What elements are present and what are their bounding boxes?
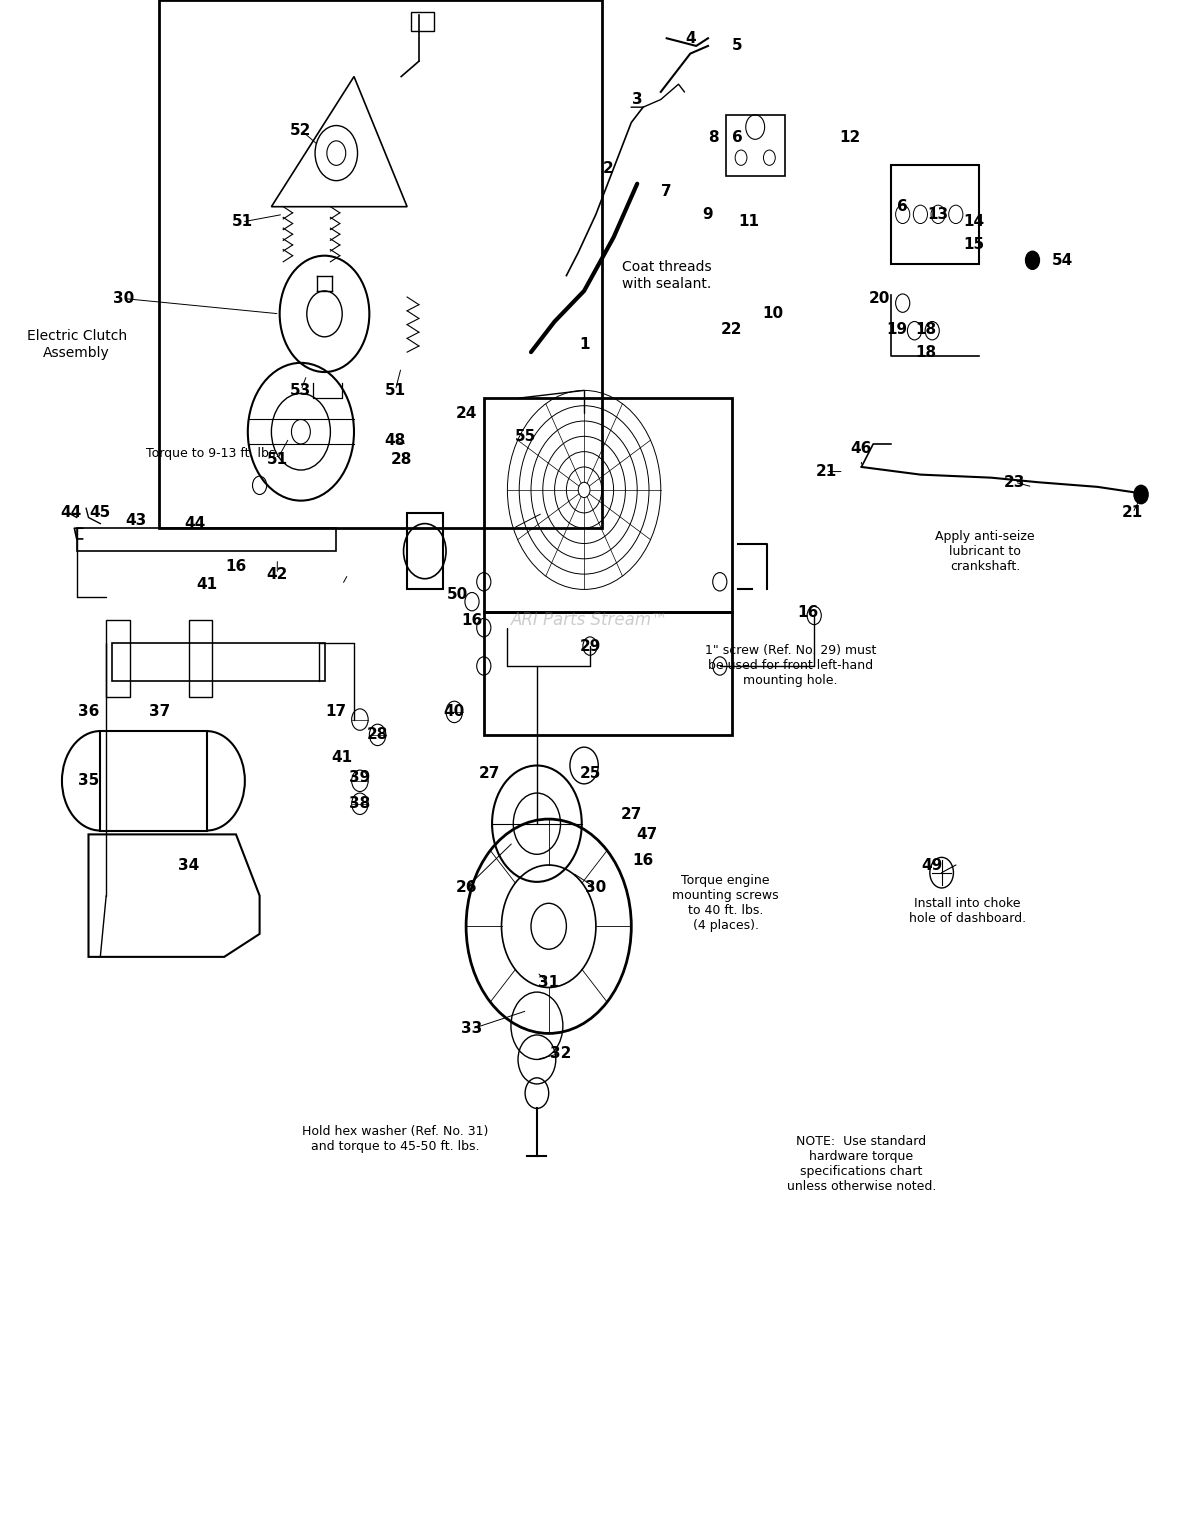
Text: 35: 35 — [78, 773, 99, 788]
Text: 44: 44 — [184, 516, 205, 531]
Text: 25: 25 — [579, 766, 601, 781]
Text: 43: 43 — [125, 513, 146, 528]
Text: 6: 6 — [897, 199, 909, 214]
Bar — [100, 732, 206, 830]
Bar — [112, 643, 324, 681]
Bar — [484, 612, 732, 735]
Text: Coat threads
with sealant.: Coat threads with sealant. — [622, 260, 712, 291]
Bar — [159, 0, 602, 528]
Text: 22: 22 — [721, 322, 742, 337]
Circle shape — [1025, 251, 1040, 269]
Text: 27: 27 — [479, 766, 500, 781]
Text: 3: 3 — [631, 92, 643, 107]
Text: 18: 18 — [916, 344, 937, 360]
Text: 17: 17 — [326, 704, 347, 720]
Text: 45: 45 — [90, 505, 111, 521]
Text: 6: 6 — [732, 130, 743, 145]
Text: 37: 37 — [149, 704, 170, 720]
Text: 26: 26 — [455, 880, 477, 896]
Text: 12: 12 — [839, 130, 860, 145]
Text: 9: 9 — [702, 207, 714, 222]
Text: Torque engine
mounting screws
to 40 ft. lbs.
(4 places).: Torque engine mounting screws to 40 ft. … — [673, 874, 779, 932]
Text: 31: 31 — [538, 975, 559, 991]
Bar — [106, 620, 130, 697]
Text: 16: 16 — [461, 612, 483, 628]
Text: 51: 51 — [231, 214, 253, 230]
Text: 48: 48 — [385, 433, 406, 449]
Text: 19: 19 — [886, 322, 907, 337]
Text: 30: 30 — [585, 880, 607, 896]
Circle shape — [1134, 485, 1148, 504]
Text: 55: 55 — [514, 429, 536, 444]
Text: 30: 30 — [113, 291, 135, 306]
Text: 50: 50 — [447, 586, 468, 602]
Bar — [411, 12, 434, 31]
Bar — [726, 115, 785, 176]
Text: 8: 8 — [708, 130, 720, 145]
Text: 44: 44 — [60, 505, 81, 521]
Bar — [484, 398, 732, 612]
Bar — [891, 164, 979, 263]
Text: Torque to 9-13 ft. lbs.: Torque to 9-13 ft. lbs. — [145, 447, 280, 459]
Text: 4: 4 — [684, 31, 696, 46]
Text: 32: 32 — [550, 1046, 571, 1061]
Text: 1" screw (Ref. No. 29) must
be used for front left-hand
mounting hole.: 1" screw (Ref. No. 29) must be used for … — [704, 645, 877, 687]
Text: 52: 52 — [290, 122, 312, 138]
Text: 14: 14 — [963, 214, 984, 230]
Text: 24: 24 — [455, 406, 477, 421]
Text: Apply anti-seize
lubricant to
crankshaft.: Apply anti-seize lubricant to crankshaft… — [936, 530, 1035, 573]
Text: 16: 16 — [632, 853, 654, 868]
Text: 16: 16 — [225, 559, 247, 574]
Text: ARI Parts Stream™: ARI Parts Stream™ — [511, 611, 669, 629]
Text: 16: 16 — [798, 605, 819, 620]
Text: 36: 36 — [78, 704, 99, 720]
Text: 54: 54 — [1051, 253, 1073, 268]
Text: 46: 46 — [851, 441, 872, 456]
Text: 51: 51 — [267, 452, 288, 467]
Text: 41: 41 — [196, 577, 217, 592]
Text: 20: 20 — [868, 291, 890, 306]
Text: 40: 40 — [444, 704, 465, 720]
Text: NOTE:  Use standard
hardware torque
specifications chart
unless otherwise noted.: NOTE: Use standard hardware torque speci… — [787, 1134, 936, 1193]
Text: Electric Clutch
Assembly: Electric Clutch Assembly — [27, 329, 126, 360]
Text: 49: 49 — [922, 857, 943, 873]
Text: 13: 13 — [927, 207, 949, 222]
Text: 33: 33 — [461, 1021, 483, 1036]
Text: 39: 39 — [349, 770, 371, 785]
Text: Install into choke
hole of dashboard.: Install into choke hole of dashboard. — [909, 897, 1027, 925]
Text: 51: 51 — [385, 383, 406, 398]
Text: Hold hex washer (Ref. No. 31)
and torque to 45-50 ft. lbs.: Hold hex washer (Ref. No. 31) and torque… — [302, 1125, 489, 1153]
Text: 47: 47 — [636, 827, 657, 842]
Text: 23: 23 — [1004, 475, 1025, 490]
Text: 34: 34 — [178, 857, 199, 873]
Text: 5: 5 — [732, 38, 743, 54]
Bar — [407, 513, 442, 589]
Text: 1: 1 — [579, 337, 589, 352]
Text: 15: 15 — [963, 237, 984, 253]
Bar — [189, 620, 212, 697]
Text: 21: 21 — [1122, 505, 1143, 521]
Text: 28: 28 — [391, 452, 412, 467]
Text: 18: 18 — [916, 322, 937, 337]
Text: 41: 41 — [332, 750, 353, 766]
Text: 7: 7 — [661, 184, 673, 199]
Text: 21: 21 — [815, 464, 837, 479]
Text: 38: 38 — [349, 796, 371, 811]
Text: 53: 53 — [290, 383, 312, 398]
Text: 11: 11 — [739, 214, 760, 230]
Text: 29: 29 — [579, 638, 601, 654]
Bar — [77, 528, 336, 551]
Text: 2: 2 — [602, 161, 614, 176]
Text: 28: 28 — [367, 727, 388, 743]
Text: 42: 42 — [267, 566, 288, 582]
Text: 27: 27 — [621, 807, 642, 822]
Text: 10: 10 — [762, 306, 784, 322]
